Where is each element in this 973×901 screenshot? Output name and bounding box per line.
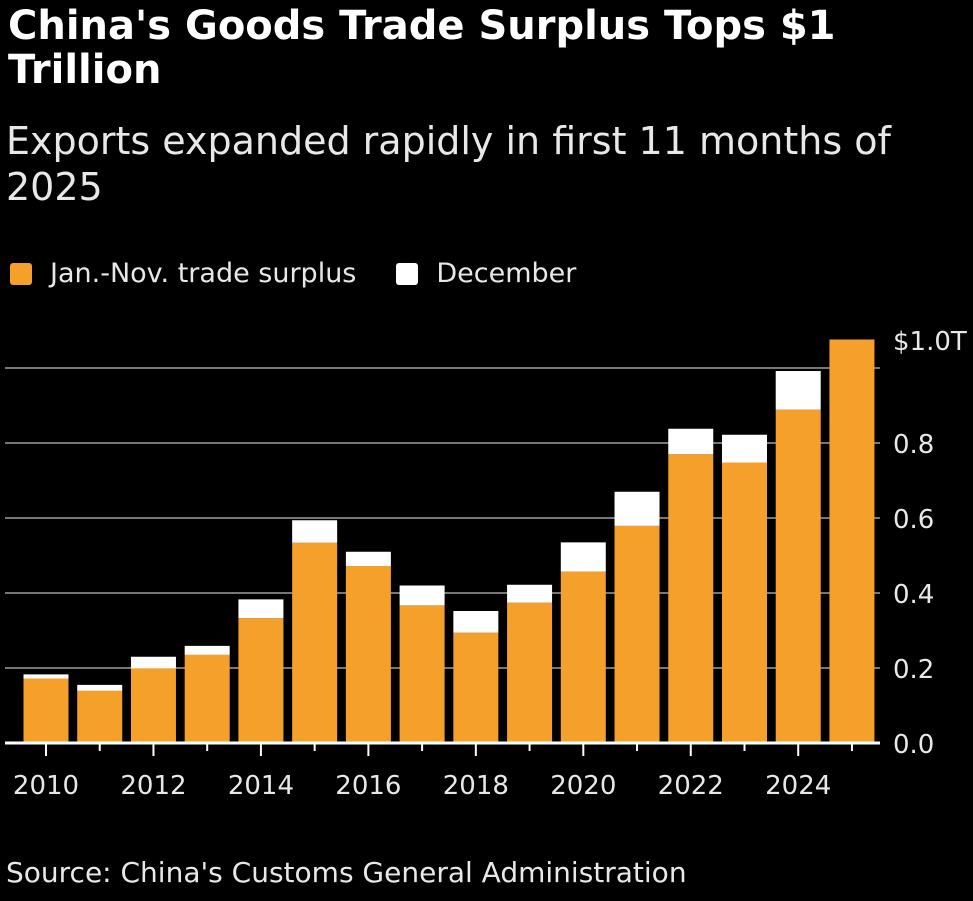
bar-jan-nov-2024	[775, 409, 821, 743]
bar-jan-nov-2013	[184, 654, 230, 743]
x-tick-label: 2022	[658, 771, 724, 801]
legend-label: December	[436, 258, 577, 289]
source-note: Source: China's Customs General Administ…	[6, 856, 687, 889]
legend-item-december: December	[396, 258, 576, 289]
chart-title: China's Goods Trade Surplus Tops $1 Tril…	[8, 3, 836, 93]
y-tick-label: 0.8	[893, 430, 934, 460]
legend: Jan.-Nov. trade surplus December	[10, 258, 616, 289]
bar-december-2011	[77, 684, 123, 691]
bar-jan-nov-2023	[721, 462, 767, 743]
legend-item-jan-nov: Jan.-Nov. trade surplus	[10, 258, 356, 289]
bar-december-2022	[668, 428, 714, 455]
bar-december-2012	[130, 656, 176, 669]
bar-jan-nov-2011	[77, 690, 123, 743]
bar-jan-nov-2017	[399, 605, 445, 743]
legend-swatch-white	[396, 262, 419, 285]
bar-december-2020	[560, 542, 606, 572]
y-tick-label: 0.2	[893, 655, 934, 685]
bar-jan-nov-2020	[560, 571, 606, 743]
bar-december-2010	[23, 674, 69, 679]
bar-december-2019	[507, 584, 553, 603]
bar-december-2014	[238, 599, 284, 619]
bar-december-2023	[721, 434, 767, 463]
bar-december-2015	[292, 520, 338, 543]
bar-december-2021	[614, 491, 660, 526]
bar-december-2017	[399, 585, 445, 606]
bar-december-2013	[184, 645, 230, 655]
y-tick-label: 0.0	[893, 730, 934, 760]
bar-jan-nov-2025	[829, 339, 875, 743]
x-tick-label: 2014	[228, 771, 294, 801]
x-tick-label: 2010	[13, 771, 79, 801]
legend-label: Jan.-Nov. trade surplus	[50, 258, 357, 289]
y-tick-label: 0.6	[893, 505, 934, 535]
bar-december-2018	[453, 611, 499, 633]
bar-december-2024	[775, 371, 821, 410]
x-tick-label: 2020	[550, 771, 616, 801]
x-tick-label: 2018	[443, 771, 509, 801]
bar-jan-nov-2022	[668, 454, 714, 743]
bar-december-2016	[345, 551, 391, 566]
legend-swatch-orange	[10, 262, 32, 285]
chart-subtitle: Exports expanded rapidly in first 11 mon…	[6, 119, 891, 209]
bar-jan-nov-2014	[238, 618, 284, 743]
bar-jan-nov-2019	[507, 602, 553, 743]
x-tick-label: 2012	[120, 771, 186, 801]
bar-jan-nov-2010	[23, 678, 69, 743]
bar-jan-nov-2018	[453, 632, 499, 743]
x-tick-label: 2016	[335, 771, 401, 801]
y-tick-label: $1.0T	[893, 327, 967, 357]
bar-jan-nov-2012	[130, 668, 176, 743]
bar-jan-nov-2016	[345, 566, 391, 743]
bar-jan-nov-2021	[614, 525, 660, 743]
x-tick-label: 2024	[765, 771, 831, 801]
y-tick-label: 0.4	[893, 580, 934, 610]
bar-jan-nov-2015	[292, 542, 338, 743]
